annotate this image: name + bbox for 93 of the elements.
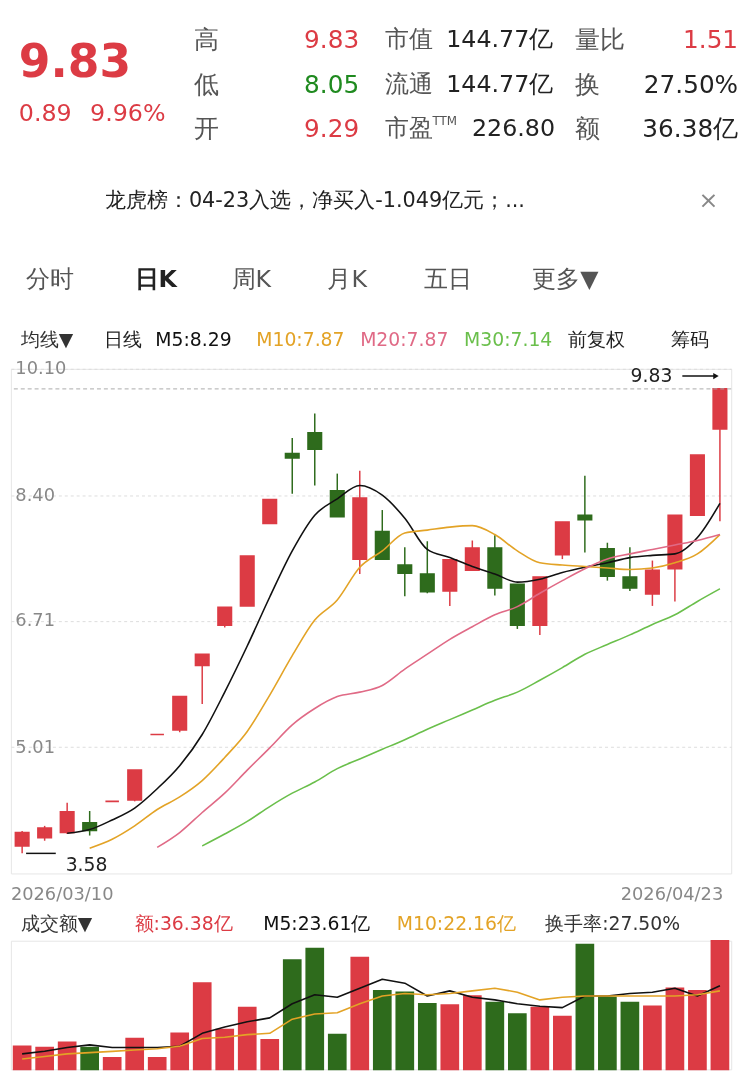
text: 226.80 <box>471 114 556 143</box>
bar <box>125 1037 145 1071</box>
bar <box>575 943 595 1071</box>
text: 均线▼ <box>19 329 74 351</box>
text: 144.77亿 <box>446 69 554 98</box>
y-tick-label: 10.10 <box>15 357 67 379</box>
bar <box>508 1013 527 1071</box>
text: 周K <box>231 264 273 293</box>
text: 2026/04/23 <box>620 883 724 905</box>
text: 0.89 <box>18 99 72 128</box>
text: M30:7.14 <box>464 329 553 351</box>
text: 8.05 <box>304 69 360 99</box>
bar <box>237 1006 257 1071</box>
bar <box>215 1028 235 1071</box>
y-tick-label: 8.40 <box>15 483 55 505</box>
text: 筹码 <box>670 329 709 351</box>
text: M20:7.87 <box>360 329 449 351</box>
bar <box>643 1005 662 1071</box>
text: 9.83 <box>304 25 360 55</box>
text: 更多▼ <box>532 264 600 293</box>
bar <box>710 939 730 1071</box>
text: M10:22.16亿 <box>396 912 516 934</box>
text: 9.96% <box>90 99 166 128</box>
bar <box>485 1001 505 1071</box>
bar <box>372 990 392 1071</box>
text: × <box>698 185 719 214</box>
candlestick <box>307 412 323 487</box>
bar <box>102 1056 122 1071</box>
bar <box>462 995 482 1071</box>
y-tick-label: 6.71 <box>15 609 55 631</box>
text: 27.50% <box>643 69 739 99</box>
text: 分时 <box>25 264 74 293</box>
text: 市值 <box>384 25 433 54</box>
candlestick <box>194 653 210 705</box>
text: 日K <box>134 264 179 293</box>
text: 低 <box>193 69 219 99</box>
text: 9.83 <box>18 34 132 88</box>
line-series <box>201 588 721 847</box>
text: M5:8.29 <box>155 329 232 351</box>
text: 额:36.38亿 <box>134 912 233 934</box>
bar <box>305 947 325 1071</box>
bar <box>598 996 617 1071</box>
candlestick <box>397 546 413 597</box>
bar <box>12 1045 32 1071</box>
text: 高 <box>193 25 219 55</box>
bar <box>192 982 212 1071</box>
text: M5:23.61亿 <box>263 912 371 934</box>
text: 9.29 <box>304 114 360 144</box>
text: 36.38亿 <box>642 114 739 144</box>
bar <box>417 1002 437 1071</box>
candlestick <box>644 559 660 607</box>
bar <box>260 1038 280 1071</box>
text: 换手率:27.50% <box>545 912 681 934</box>
chart-title: 成交额▼ <box>20 912 93 934</box>
candlestick <box>464 539 480 572</box>
text: 2026/03/10 <box>10 883 114 905</box>
text: 换 <box>574 69 600 99</box>
bar <box>147 1056 167 1071</box>
text: 量比 <box>574 25 625 55</box>
candlestick <box>217 606 233 629</box>
text: 144.77亿 <box>446 25 554 54</box>
bar <box>395 991 415 1071</box>
bar <box>80 1046 100 1071</box>
y-tick-label: 5.01 <box>15 735 55 757</box>
bar <box>530 1006 550 1071</box>
bar <box>665 987 685 1071</box>
text: 前复权 <box>567 329 625 351</box>
candlestick <box>59 802 75 835</box>
bar <box>620 1001 640 1071</box>
text: 开 <box>193 114 219 144</box>
text: 龙虎榜：04-23入选，净买入-1.049亿元；... <box>104 187 525 212</box>
text: M10:7.87 <box>256 329 345 351</box>
text: 额 <box>574 114 600 144</box>
bar <box>282 959 302 1071</box>
text: 流通 <box>384 69 433 98</box>
bar <box>327 1033 347 1071</box>
bar <box>170 1032 190 1071</box>
candlestick <box>622 546 638 592</box>
annotation: 3.58 <box>65 854 108 876</box>
bar <box>350 956 370 1071</box>
text: 日线 <box>103 329 142 351</box>
bar <box>688 990 707 1071</box>
bar <box>553 1015 572 1071</box>
text: 月K <box>327 264 369 293</box>
ref-line-label: 9.83 <box>630 364 673 386</box>
candlestick <box>262 498 278 525</box>
candlestick <box>577 475 593 554</box>
candlestick <box>419 540 435 595</box>
bar <box>440 1004 460 1071</box>
candlestick <box>284 437 300 495</box>
text: 五日 <box>424 264 473 293</box>
text: 1.51 <box>683 25 739 55</box>
candlestick <box>14 830 30 855</box>
